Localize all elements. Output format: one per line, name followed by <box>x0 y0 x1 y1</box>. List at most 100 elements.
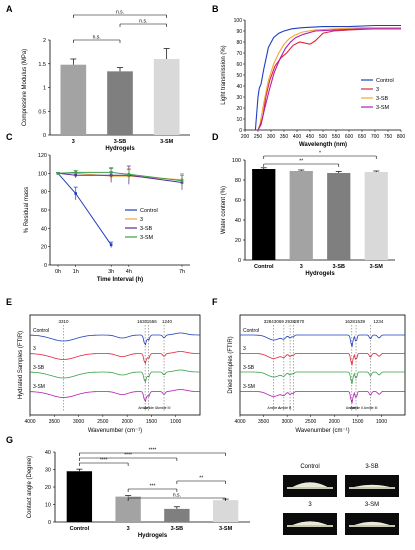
bar-control <box>252 169 276 260</box>
series-label: 3-SM <box>33 384 45 390</box>
spectrum-control <box>240 334 405 348</box>
x-tick-label: 4000 <box>234 419 245 425</box>
y-tick-label: 10 <box>236 117 242 123</box>
y-tick-label: 60 <box>236 62 242 68</box>
y-tick-label: 0 <box>239 128 242 134</box>
x-tick-label: 3-SB <box>332 264 345 270</box>
peak-annotation: Amide II <box>350 406 363 410</box>
x-tick-label: 7h <box>179 269 185 275</box>
x-tick-label: 400 <box>293 134 302 140</box>
peak-label: 3310 <box>59 319 70 324</box>
x-axis-title: Time Interval (h) <box>97 277 143 283</box>
series-line-control <box>57 172 112 246</box>
data-point <box>74 173 78 177</box>
x-tick-label: 3 <box>72 139 75 145</box>
peak-label: 2870 <box>294 319 305 324</box>
peak-label: 1234 <box>373 319 384 324</box>
x-tick-label: 1000 <box>170 419 181 425</box>
spectrum-3-sm <box>240 390 405 404</box>
y-tick-label: 40 <box>236 84 242 90</box>
x-tick-label: 3h <box>108 269 114 275</box>
y-tick-label: 60 <box>41 208 47 214</box>
plot-frame <box>239 314 406 416</box>
x-tick-label: 0h <box>55 269 61 275</box>
panel-g: 0 10 20 30 40 Control 3 3-SB 3-SM Hydrogels Contac… <box>27 448 250 539</box>
droplet-baseline <box>287 487 333 489</box>
bar-3 <box>289 171 313 260</box>
sig-label: ** <box>199 476 203 482</box>
data-point <box>74 192 78 195</box>
panel-d: 0 20 40 60 80 100 Control 3 3-SB 3-SM Hydrogels Wat… <box>221 151 395 277</box>
x-tick-label: 3-SB <box>171 526 184 532</box>
y-tick-label: 30 <box>236 95 242 101</box>
x-axis-title: Wavenumber (cm⁻¹) <box>88 428 142 434</box>
y-tick-label: 90 <box>236 29 242 35</box>
x-tick-label: 200 <box>241 134 250 140</box>
peak-annotation: Amide III <box>364 406 378 410</box>
bar-3-sb <box>327 173 351 260</box>
y-tick-label: 20 <box>235 238 241 244</box>
sig-label: *** <box>150 484 156 490</box>
x-tick-label: 1000 <box>376 419 387 425</box>
droplet-shape <box>292 521 328 526</box>
droplet-baseline <box>287 525 333 527</box>
droplet-label: 3 <box>308 502 312 508</box>
x-tick-label: 1h <box>73 269 79 275</box>
spectrum-3 <box>29 351 200 365</box>
x-tick-label: 4h <box>126 269 132 275</box>
bar-3-sb <box>107 71 133 135</box>
series-line-3-sb <box>257 27 401 131</box>
panel-label-f: F <box>212 297 218 307</box>
panel-f: 4000 3500 3000 2500 2000 1500 1000 Wavenumber (… <box>228 314 406 434</box>
peak-annotation: Amide II <box>144 406 157 410</box>
x-axis-title: Hydrogels <box>105 146 135 152</box>
y-axis-title: Light transmission (%) <box>221 45 227 104</box>
legend-label: 3-SB <box>140 226 153 232</box>
droplet-shape <box>354 484 390 488</box>
x-tick-label: 300 <box>267 134 276 140</box>
peak-label: 1556 <box>147 319 158 324</box>
series-label: 3-SB <box>33 365 45 371</box>
y-tick-label: 100 <box>232 158 241 164</box>
x-tick-label: 3 <box>300 264 303 270</box>
x-tick-label: 3000 <box>282 419 293 425</box>
series-label: 3-SM <box>243 384 255 390</box>
y-tick-label: 60 <box>235 198 241 204</box>
y-axis-title: Dried samples (FTIR) <box>228 336 234 393</box>
peak-annotation: Amide III <box>157 406 171 410</box>
bar-3-sm <box>153 59 180 135</box>
y-tick-label: 1 <box>43 86 46 92</box>
x-tick-label: 750 <box>384 134 393 140</box>
y-axis-title: Water content (%) <box>221 186 227 234</box>
y-tick-label: 40 <box>45 450 51 456</box>
data-point <box>109 243 113 247</box>
y-tick-label: 70 <box>236 51 242 57</box>
x-tick-label: 250 <box>254 134 263 140</box>
x-tick-label: 800 <box>397 134 406 140</box>
y-tick-label: 20 <box>45 485 51 491</box>
droplet-label: Control <box>300 464 319 470</box>
legend-label: Control <box>140 208 158 214</box>
x-tick-label: 2500 <box>305 419 316 425</box>
series-line-3-sm <box>257 28 401 131</box>
x-tick-label: 3500 <box>49 419 60 425</box>
spectrum-3-sm <box>29 389 200 403</box>
panel-label-b: B <box>212 4 219 14</box>
spectrum-3-sb <box>240 371 405 385</box>
sig-label: **** <box>149 448 157 454</box>
x-tick-label: 3-SM <box>219 526 233 532</box>
sig-label: n.s. <box>139 19 147 25</box>
panel-e: 4000 3500 3000 2500 2000 1500 1000 Wavenumber (… <box>18 314 201 434</box>
x-tick-label: 650 <box>358 134 367 140</box>
legend-label: 3-SM <box>140 235 154 241</box>
x-axis-title: Wavenumber (cm⁻¹) <box>295 428 349 434</box>
x-tick-label: 450 <box>306 134 315 140</box>
peak-annotation: Amide B <box>278 406 292 410</box>
y-tick-label: 120 <box>38 153 47 159</box>
x-tick-label: 350 <box>280 134 289 140</box>
y-tick-label: 30 <box>45 468 51 474</box>
sig-label: ** <box>299 159 303 165</box>
x-tick-label: 500 <box>319 134 328 140</box>
series-label: Control <box>243 328 259 334</box>
panel-a: 0 0.5 1 1.5 2 3 3-SB 3-SM Hydrogels Compressive M… <box>22 10 190 152</box>
